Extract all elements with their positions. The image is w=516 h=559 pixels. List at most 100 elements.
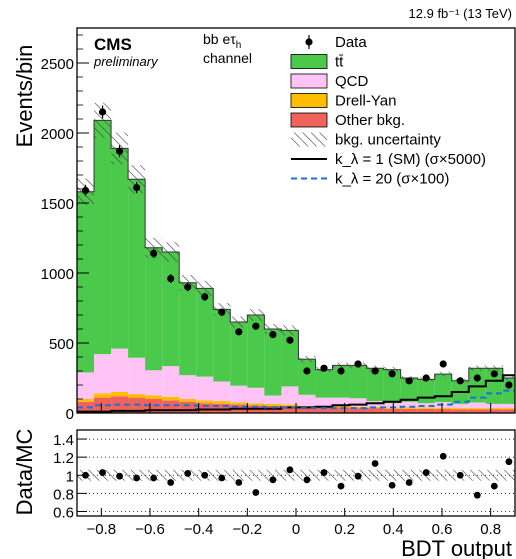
bar-ttbar	[247, 315, 265, 388]
bar-qcd	[111, 348, 129, 392]
data-point	[505, 381, 513, 389]
bar-other	[179, 401, 197, 413]
x-tick-label: −0.2	[233, 521, 263, 538]
ratio-point	[99, 469, 106, 476]
ratio-y-tick-label: 1	[66, 468, 74, 485]
bar-qcd	[383, 403, 401, 408]
bar-ttbar	[485, 368, 503, 404]
uncertainty-bin	[332, 362, 350, 369]
bar-ttbar	[434, 374, 452, 403]
data-point	[218, 308, 226, 316]
ratio-uncertainty-bin	[264, 469, 282, 481]
bar-dy	[230, 402, 248, 405]
bar-qcd	[213, 381, 231, 402]
bar-other	[298, 407, 316, 413]
data-point	[320, 364, 328, 372]
bar-ttbar	[213, 309, 231, 382]
data-point	[150, 249, 158, 257]
ratio-points	[82, 452, 513, 499]
uncertainty-bin	[162, 242, 180, 262]
ratio-point	[235, 479, 243, 486]
ratio-y-ticks: 0.60.811.21.4	[53, 432, 87, 521]
bar-other	[77, 401, 95, 413]
bar-ttbar	[366, 368, 384, 402]
uncertainty-bin	[281, 325, 299, 336]
bar-other	[349, 408, 367, 413]
bar-other	[366, 408, 384, 413]
data-point	[115, 147, 124, 155]
legend-swatch-ttbar	[290, 54, 328, 69]
y-tick-label: 2000	[41, 126, 74, 143]
ratio-uncertainty-bin	[230, 469, 248, 481]
ratio-point	[184, 470, 192, 477]
bar-other	[468, 409, 486, 413]
bar-dy	[213, 401, 231, 404]
ratio-point	[150, 474, 158, 482]
ratio-point	[286, 466, 294, 474]
bar-qcd	[417, 403, 435, 408]
x-tick-label: 0.2	[334, 521, 355, 538]
ratio-point	[201, 471, 209, 479]
bar-ttbar	[298, 359, 316, 395]
x-tick-label: 0	[292, 521, 300, 538]
ratio-point	[371, 460, 379, 467]
legend-marker	[305, 38, 313, 46]
x-tick-label: 0.4	[383, 521, 404, 538]
bar-qcd	[162, 366, 180, 397]
ratio-uncertainty-bin	[162, 469, 180, 481]
bar-dy	[179, 399, 197, 402]
ratio-y-tick-label: 1.4	[53, 432, 74, 449]
bar-other	[383, 408, 401, 413]
uncertainty-bin	[230, 316, 248, 328]
uncertainty-bin	[383, 366, 401, 373]
bar-dy	[468, 408, 486, 410]
data-point	[184, 283, 192, 291]
ratio-uncertainty-bin	[332, 469, 350, 481]
data-point	[388, 370, 396, 378]
bar-other	[332, 407, 350, 413]
signal-line-sm_line	[77, 374, 515, 413]
bar-qcd	[196, 376, 214, 401]
y-tick-label: 1000	[41, 266, 74, 283]
bar-qcd	[264, 395, 282, 404]
ratio-uncertainty-band	[77, 469, 515, 481]
main-x-ticks	[100, 403, 492, 413]
data-point	[133, 184, 141, 192]
bar-qcd	[94, 354, 112, 394]
ratio-point	[337, 482, 345, 490]
data-point	[286, 336, 294, 344]
x-axis-title: BDT output	[401, 536, 512, 559]
ratio-point	[473, 491, 481, 499]
bar-dy	[400, 407, 418, 409]
bar-other	[485, 409, 503, 413]
legend-label: Other bkg.	[335, 112, 405, 129]
bar-dy	[349, 406, 367, 409]
bar-dy	[247, 403, 265, 406]
data-point	[303, 367, 311, 375]
ratio-point	[439, 452, 447, 460]
bar-qcd	[298, 394, 316, 406]
bar-qcd	[451, 403, 469, 409]
bar-ttbar	[77, 191, 95, 373]
y-tick-label: 500	[49, 336, 74, 353]
channel-label: bb eτh	[203, 31, 241, 51]
legend-label: QCD	[335, 73, 369, 90]
bar-qcd	[281, 386, 299, 405]
bar-dy	[332, 406, 350, 408]
uncertainty-bin	[145, 237, 163, 258]
x-tick-label: 0.6	[432, 521, 453, 538]
legend-label: Drell-Yan	[335, 93, 396, 110]
bar-dy	[128, 394, 146, 398]
bar-dy	[451, 408, 469, 410]
ratio-point	[388, 481, 396, 489]
legend-label: k_λ = 20 (σ×100)	[335, 171, 449, 188]
bar-dy	[264, 403, 282, 406]
y-tick-label: 1500	[41, 196, 74, 213]
data-point	[98, 108, 107, 116]
ratio-point	[354, 472, 362, 480]
bar-ttbar	[264, 329, 282, 396]
bar-dy	[94, 393, 112, 398]
bar-dy	[485, 408, 503, 410]
data-points	[81, 105, 513, 389]
